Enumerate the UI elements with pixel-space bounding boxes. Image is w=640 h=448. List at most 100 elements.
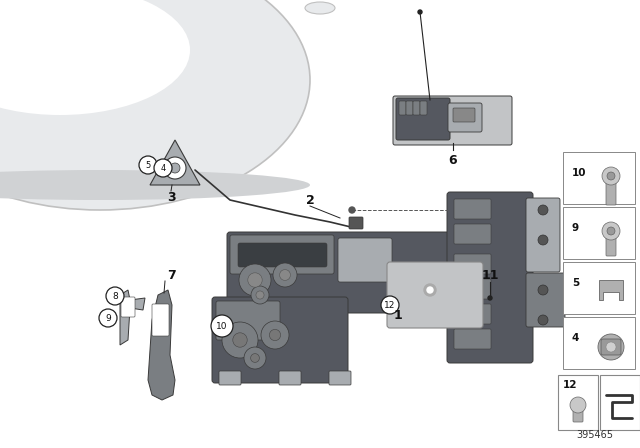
Circle shape <box>424 284 436 296</box>
FancyBboxPatch shape <box>279 371 301 385</box>
Text: 395465: 395465 <box>577 430 614 440</box>
FancyBboxPatch shape <box>227 232 453 313</box>
Text: 12: 12 <box>384 301 396 310</box>
Circle shape <box>602 167 620 185</box>
Circle shape <box>273 263 297 287</box>
Circle shape <box>538 285 548 295</box>
FancyBboxPatch shape <box>238 243 327 267</box>
Text: 4: 4 <box>572 333 579 343</box>
Circle shape <box>244 347 266 369</box>
FancyBboxPatch shape <box>454 199 491 219</box>
FancyBboxPatch shape <box>152 304 169 336</box>
FancyBboxPatch shape <box>393 96 512 145</box>
Text: 11: 11 <box>481 268 499 281</box>
Circle shape <box>233 333 247 347</box>
Circle shape <box>251 353 259 362</box>
Text: 7: 7 <box>166 268 175 281</box>
Circle shape <box>154 159 172 177</box>
Circle shape <box>222 322 258 358</box>
FancyBboxPatch shape <box>526 273 565 327</box>
FancyBboxPatch shape <box>563 317 635 369</box>
FancyBboxPatch shape <box>406 101 413 115</box>
FancyBboxPatch shape <box>420 101 427 115</box>
FancyBboxPatch shape <box>454 279 491 299</box>
Circle shape <box>211 315 233 337</box>
FancyBboxPatch shape <box>601 339 621 355</box>
Circle shape <box>570 397 586 413</box>
Text: 10: 10 <box>216 322 228 331</box>
FancyBboxPatch shape <box>219 371 241 385</box>
Circle shape <box>538 315 548 325</box>
Polygon shape <box>120 290 145 345</box>
Circle shape <box>538 235 548 245</box>
Text: 4: 4 <box>161 164 166 172</box>
FancyBboxPatch shape <box>230 235 334 274</box>
Circle shape <box>99 309 117 327</box>
FancyBboxPatch shape <box>600 375 640 430</box>
FancyBboxPatch shape <box>454 224 491 244</box>
FancyBboxPatch shape <box>396 98 450 140</box>
Circle shape <box>538 205 548 215</box>
FancyBboxPatch shape <box>349 217 363 229</box>
FancyBboxPatch shape <box>338 238 392 282</box>
FancyBboxPatch shape <box>606 175 616 205</box>
FancyBboxPatch shape <box>526 198 560 272</box>
Circle shape <box>602 222 620 240</box>
FancyBboxPatch shape <box>454 329 491 349</box>
Circle shape <box>381 296 399 314</box>
FancyBboxPatch shape <box>454 304 491 324</box>
FancyBboxPatch shape <box>212 297 348 383</box>
FancyBboxPatch shape <box>121 297 135 317</box>
FancyBboxPatch shape <box>563 152 635 204</box>
Text: 5: 5 <box>572 278 579 288</box>
Circle shape <box>106 287 124 305</box>
Circle shape <box>607 227 615 235</box>
Text: 5: 5 <box>145 160 150 169</box>
Polygon shape <box>599 280 623 300</box>
Circle shape <box>488 296 492 300</box>
FancyBboxPatch shape <box>216 301 280 340</box>
Text: 3: 3 <box>166 190 175 203</box>
Text: 9: 9 <box>572 223 579 233</box>
Text: 10: 10 <box>572 168 586 178</box>
Circle shape <box>139 156 157 174</box>
FancyBboxPatch shape <box>413 101 420 115</box>
Circle shape <box>256 291 264 299</box>
FancyBboxPatch shape <box>558 375 598 430</box>
FancyBboxPatch shape <box>448 103 482 132</box>
FancyBboxPatch shape <box>573 404 583 422</box>
Polygon shape <box>150 140 200 185</box>
Text: 9: 9 <box>105 314 111 323</box>
Circle shape <box>280 270 291 280</box>
Text: 8: 8 <box>112 292 118 301</box>
FancyBboxPatch shape <box>447 192 533 363</box>
Ellipse shape <box>0 0 190 115</box>
Circle shape <box>598 334 624 360</box>
Circle shape <box>248 273 262 287</box>
Ellipse shape <box>0 0 310 210</box>
FancyBboxPatch shape <box>399 101 406 115</box>
FancyBboxPatch shape <box>563 262 635 314</box>
Circle shape <box>607 172 615 180</box>
Text: 2: 2 <box>306 194 314 207</box>
Text: 1: 1 <box>394 309 403 322</box>
Polygon shape <box>148 290 175 400</box>
FancyBboxPatch shape <box>387 262 483 328</box>
Circle shape <box>427 287 433 293</box>
FancyBboxPatch shape <box>563 207 635 259</box>
Circle shape <box>251 286 269 304</box>
FancyBboxPatch shape <box>454 254 491 274</box>
Circle shape <box>164 157 186 179</box>
Circle shape <box>269 329 280 340</box>
Circle shape <box>418 10 422 14</box>
Circle shape <box>239 264 271 296</box>
FancyBboxPatch shape <box>606 230 616 256</box>
FancyBboxPatch shape <box>453 108 475 122</box>
Ellipse shape <box>305 2 335 14</box>
FancyBboxPatch shape <box>329 371 351 385</box>
Text: 12: 12 <box>563 380 577 390</box>
Circle shape <box>606 342 616 352</box>
Text: 6: 6 <box>449 154 458 167</box>
Circle shape <box>349 207 355 213</box>
Circle shape <box>261 321 289 349</box>
